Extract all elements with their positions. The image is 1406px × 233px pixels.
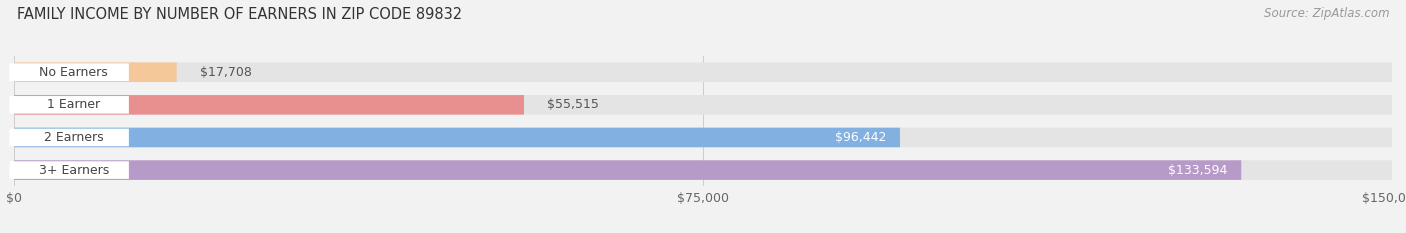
FancyBboxPatch shape — [10, 161, 129, 179]
Text: $133,594: $133,594 — [1168, 164, 1227, 177]
FancyBboxPatch shape — [14, 160, 1241, 180]
Text: $17,708: $17,708 — [200, 66, 252, 79]
Text: Source: ZipAtlas.com: Source: ZipAtlas.com — [1264, 7, 1389, 20]
Text: $96,442: $96,442 — [835, 131, 886, 144]
Text: 2 Earners: 2 Earners — [44, 131, 104, 144]
Text: 3+ Earners: 3+ Earners — [38, 164, 108, 177]
FancyBboxPatch shape — [14, 128, 900, 147]
FancyBboxPatch shape — [14, 128, 1392, 147]
FancyBboxPatch shape — [14, 95, 524, 115]
FancyBboxPatch shape — [10, 129, 129, 146]
Text: $55,515: $55,515 — [547, 98, 599, 111]
Text: No Earners: No Earners — [39, 66, 108, 79]
FancyBboxPatch shape — [10, 96, 129, 114]
FancyBboxPatch shape — [10, 63, 129, 81]
FancyBboxPatch shape — [14, 95, 1392, 115]
FancyBboxPatch shape — [14, 62, 1392, 82]
Text: 1 Earner: 1 Earner — [48, 98, 100, 111]
FancyBboxPatch shape — [14, 62, 177, 82]
Text: FAMILY INCOME BY NUMBER OF EARNERS IN ZIP CODE 89832: FAMILY INCOME BY NUMBER OF EARNERS IN ZI… — [17, 7, 463, 22]
FancyBboxPatch shape — [14, 160, 1392, 180]
